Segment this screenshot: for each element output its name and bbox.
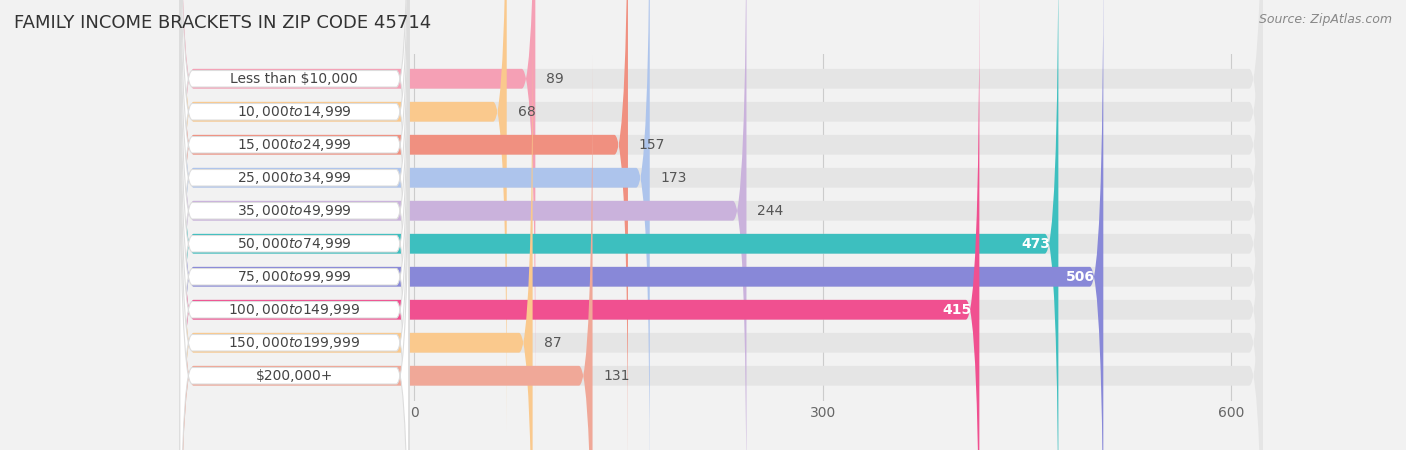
FancyBboxPatch shape: [180, 0, 1263, 450]
Text: Less than $10,000: Less than $10,000: [231, 72, 359, 86]
Text: $50,000 to $74,999: $50,000 to $74,999: [236, 236, 352, 252]
FancyBboxPatch shape: [180, 0, 1263, 450]
Text: 131: 131: [603, 369, 630, 383]
FancyBboxPatch shape: [180, 0, 1263, 399]
FancyBboxPatch shape: [180, 0, 409, 450]
FancyBboxPatch shape: [180, 0, 409, 368]
FancyBboxPatch shape: [180, 0, 536, 399]
Text: 89: 89: [546, 72, 564, 86]
Text: Source: ZipAtlas.com: Source: ZipAtlas.com: [1258, 14, 1392, 27]
FancyBboxPatch shape: [180, 0, 1263, 450]
Text: $15,000 to $24,999: $15,000 to $24,999: [236, 137, 352, 153]
FancyBboxPatch shape: [180, 0, 409, 450]
Text: $35,000 to $49,999: $35,000 to $49,999: [236, 203, 352, 219]
Text: $75,000 to $99,999: $75,000 to $99,999: [236, 269, 352, 285]
FancyBboxPatch shape: [180, 0, 409, 400]
Text: $200,000+: $200,000+: [256, 369, 333, 383]
Text: 473: 473: [1021, 237, 1050, 251]
Text: 415: 415: [942, 303, 972, 317]
Text: 157: 157: [638, 138, 665, 152]
Text: 173: 173: [661, 171, 688, 185]
FancyBboxPatch shape: [180, 56, 592, 450]
Text: $10,000 to $14,999: $10,000 to $14,999: [236, 104, 352, 120]
FancyBboxPatch shape: [180, 0, 1263, 450]
FancyBboxPatch shape: [180, 0, 409, 433]
Text: 68: 68: [517, 105, 536, 119]
Text: $100,000 to $149,999: $100,000 to $149,999: [228, 302, 360, 318]
FancyBboxPatch shape: [180, 22, 1263, 450]
FancyBboxPatch shape: [180, 0, 1104, 450]
FancyBboxPatch shape: [180, 0, 628, 450]
FancyBboxPatch shape: [180, 87, 409, 450]
FancyBboxPatch shape: [180, 0, 1263, 450]
FancyBboxPatch shape: [180, 0, 506, 432]
FancyBboxPatch shape: [180, 56, 1263, 450]
FancyBboxPatch shape: [180, 0, 1059, 450]
Text: $150,000 to $199,999: $150,000 to $199,999: [228, 335, 360, 351]
FancyBboxPatch shape: [180, 0, 650, 450]
FancyBboxPatch shape: [180, 22, 533, 450]
FancyBboxPatch shape: [180, 0, 980, 450]
FancyBboxPatch shape: [180, 54, 409, 450]
FancyBboxPatch shape: [180, 0, 1263, 432]
FancyBboxPatch shape: [180, 0, 747, 450]
Text: $25,000 to $34,999: $25,000 to $34,999: [236, 170, 352, 186]
FancyBboxPatch shape: [180, 0, 1263, 450]
Text: 87: 87: [544, 336, 561, 350]
FancyBboxPatch shape: [180, 21, 409, 450]
Text: 244: 244: [758, 204, 783, 218]
FancyBboxPatch shape: [180, 0, 409, 450]
Text: 506: 506: [1066, 270, 1095, 284]
FancyBboxPatch shape: [180, 0, 409, 450]
Text: FAMILY INCOME BRACKETS IN ZIP CODE 45714: FAMILY INCOME BRACKETS IN ZIP CODE 45714: [14, 14, 432, 32]
